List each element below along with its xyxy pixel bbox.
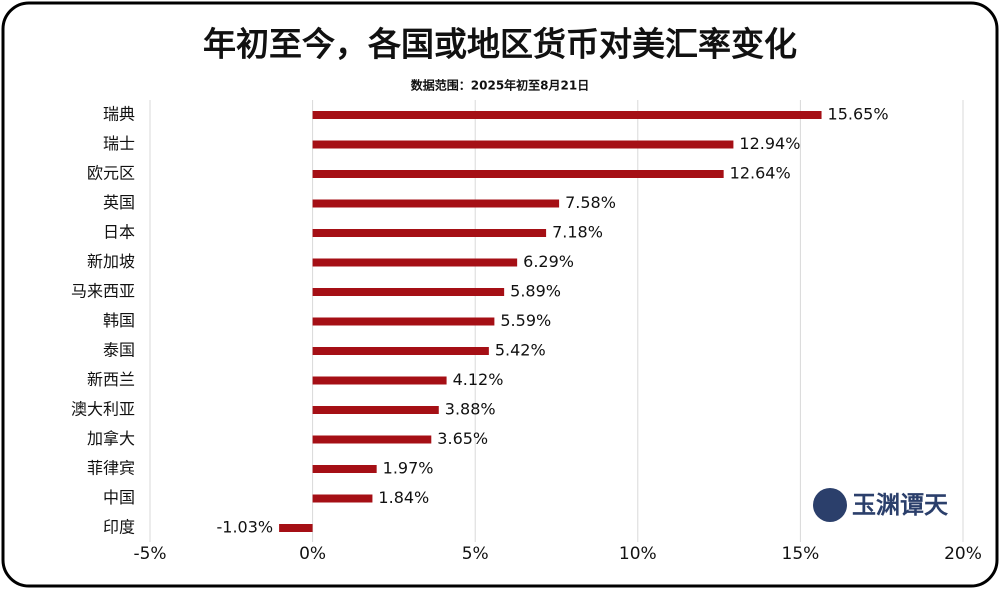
bar bbox=[312, 258, 518, 267]
value-label: 5.42% bbox=[495, 341, 546, 360]
bar bbox=[312, 199, 560, 208]
bar bbox=[312, 229, 547, 237]
x-tick-label: -5% bbox=[133, 544, 166, 564]
value-label: -1.03% bbox=[216, 518, 273, 537]
y-tick-label: 澳大利亚 bbox=[71, 400, 135, 419]
y-tick-label: 瑞士 bbox=[103, 134, 135, 153]
bar bbox=[312, 170, 724, 178]
value-label: 5.59% bbox=[500, 311, 551, 330]
bar bbox=[312, 435, 432, 444]
x-tick-label: 0% bbox=[299, 544, 326, 564]
chart-title: 年初至今，各国或地区货币对美汇率变化 bbox=[203, 25, 797, 64]
x-tick-label: 10% bbox=[619, 544, 657, 564]
value-label: 15.65% bbox=[828, 105, 889, 124]
bar bbox=[312, 140, 734, 149]
x-tick-label: 15% bbox=[782, 544, 820, 564]
value-label: 7.58% bbox=[565, 193, 616, 212]
value-label: 1.97% bbox=[383, 459, 434, 478]
bar bbox=[279, 524, 313, 532]
bar bbox=[312, 288, 505, 296]
bar bbox=[312, 111, 822, 119]
bar bbox=[312, 465, 377, 473]
value-label: 5.89% bbox=[510, 282, 561, 301]
y-tick-label: 英国 bbox=[103, 193, 135, 212]
chart-subtitle: 数据范围：2025年初至8月21日 bbox=[411, 78, 589, 93]
value-label: 7.18% bbox=[552, 223, 603, 242]
y-tick-label: 新西兰 bbox=[87, 370, 135, 389]
x-tick-label: 20% bbox=[944, 544, 982, 564]
bar bbox=[312, 317, 495, 326]
value-label: 4.12% bbox=[453, 370, 504, 389]
watermark: 玉渊谭天 bbox=[852, 491, 948, 519]
bar bbox=[312, 347, 489, 355]
bar bbox=[312, 494, 373, 503]
logo-icon bbox=[813, 488, 847, 522]
y-tick-label: 印度 bbox=[103, 518, 135, 537]
y-tick-label: 泰国 bbox=[103, 341, 135, 360]
y-tick-label: 菲律宾 bbox=[87, 459, 135, 478]
value-label: 1.84% bbox=[378, 488, 429, 507]
value-label: 3.88% bbox=[445, 400, 496, 419]
value-label: 6.29% bbox=[523, 252, 574, 271]
y-tick-label: 日本 bbox=[103, 223, 135, 242]
y-tick-label: 马来西亚 bbox=[71, 282, 135, 301]
value-label: 12.94% bbox=[739, 134, 800, 153]
value-label: 12.64% bbox=[730, 164, 791, 183]
x-tick-label: 5% bbox=[462, 544, 489, 564]
bar bbox=[312, 376, 447, 385]
value-label: 3.65% bbox=[437, 429, 488, 448]
y-tick-label: 瑞典 bbox=[103, 105, 135, 124]
y-tick-label: 欧元区 bbox=[87, 164, 135, 183]
y-tick-label: 中国 bbox=[103, 488, 135, 507]
y-tick-label: 新加坡 bbox=[87, 252, 135, 271]
y-tick-label: 加拿大 bbox=[87, 429, 135, 448]
y-tick-label: 韩国 bbox=[103, 311, 135, 330]
bar bbox=[312, 406, 439, 414]
watermark-group: 玉渊谭天 bbox=[813, 488, 948, 522]
